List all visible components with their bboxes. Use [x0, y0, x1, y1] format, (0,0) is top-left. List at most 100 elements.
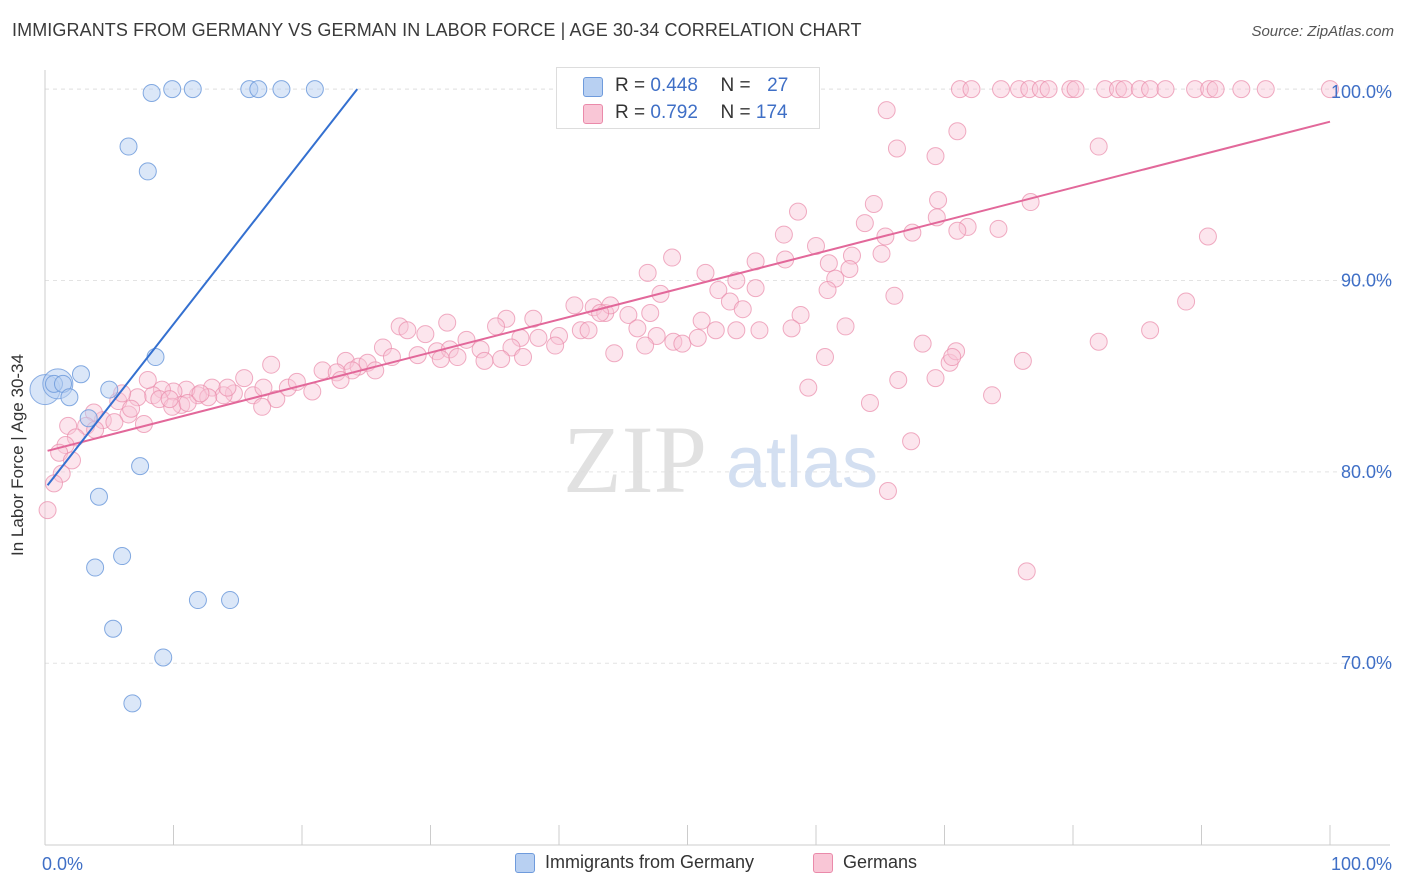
y-axis-label: In Labor Force | Age 30-34: [8, 354, 27, 556]
trend-line-immigrants: [46, 88, 359, 486]
data-point-germans: [62, 451, 81, 470]
data-point-germans: [492, 349, 511, 368]
data-point-germans: [471, 340, 490, 359]
r-label: R =: [615, 75, 646, 96]
stats-swatch-blue: [583, 77, 603, 97]
data-point-germans: [1096, 80, 1115, 99]
data-point-germans: [948, 122, 967, 141]
data-point-germans: [1115, 80, 1134, 99]
data-point-immigrants: [86, 558, 105, 577]
data-point-germans: [647, 326, 666, 345]
data-point-germans: [750, 321, 769, 340]
watermark-atlas: atlas: [726, 423, 878, 503]
data-point-germans: [105, 413, 124, 432]
data-point-germans: [1108, 80, 1127, 99]
data-point-germans: [733, 300, 752, 319]
data-point-germans: [546, 336, 565, 355]
data-point-germans: [864, 194, 883, 213]
data-point-germans: [497, 309, 516, 328]
data-point-germans: [628, 319, 647, 338]
r-value: 0.448: [650, 75, 698, 96]
data-point-germans: [663, 248, 682, 267]
stats-box: R = 0.448 N = 27 R = 0.792 N = 174: [556, 67, 820, 129]
data-point-germans: [962, 80, 981, 99]
data-point-germans: [1256, 80, 1275, 99]
data-point-germans: [1031, 80, 1050, 99]
data-point-germans: [818, 281, 837, 300]
legend-item-germans[interactable]: Germans: [813, 852, 917, 873]
data-point-germans: [799, 378, 818, 397]
data-point-germans: [929, 191, 948, 210]
data-point-germans: [791, 305, 810, 324]
data-point-germans: [475, 351, 494, 370]
data-point-immigrants: [131, 457, 150, 476]
data-point-germans: [619, 305, 638, 324]
data-point-germans: [860, 393, 879, 412]
data-point-immigrants: [113, 547, 132, 566]
data-point-germans: [1066, 80, 1085, 99]
data-point-germans: [502, 338, 521, 357]
data-point-germans: [56, 436, 75, 455]
data-point-germans: [550, 326, 568, 345]
data-point-germans: [878, 481, 897, 500]
data-point-germans: [178, 393, 197, 412]
data-point-germans: [692, 311, 711, 330]
data-point-germans: [262, 355, 281, 374]
data-point-germans: [235, 369, 254, 388]
data-point-immigrants: [183, 80, 202, 99]
trend-line-germans: [47, 120, 1331, 452]
n-value: 27: [767, 75, 789, 96]
data-point-germans: [1013, 351, 1032, 370]
data-point-germans: [836, 317, 855, 336]
n-value: 174: [755, 102, 788, 123]
data-point-germans: [1141, 80, 1160, 99]
data-point-germans: [1177, 292, 1196, 311]
data-point-germans: [889, 371, 908, 389]
data-point-germans: [1232, 80, 1251, 99]
legend-label: Germans: [843, 852, 918, 872]
data-point-germans: [774, 225, 793, 244]
data-point-germans: [138, 371, 157, 389]
data-point-germans: [782, 319, 801, 338]
data-point-germans: [789, 202, 808, 221]
data-point-germans: [989, 219, 1008, 238]
data-point-germans: [1010, 80, 1029, 99]
data-point-germans: [303, 382, 322, 401]
data-point-germans: [253, 397, 272, 416]
data-point-germans: [1089, 137, 1108, 156]
data-point-germans: [1156, 80, 1175, 99]
y-tick-label: 80.0%: [1341, 462, 1392, 482]
data-point-germans: [706, 321, 725, 340]
data-point-germans: [958, 217, 977, 236]
data-point-germans: [913, 334, 932, 353]
x-tick-label: 100.0%: [1331, 854, 1392, 874]
data-point-germans: [44, 474, 63, 493]
data-point-germans: [877, 101, 896, 120]
data-point-germans: [218, 378, 237, 397]
data-point-germans: [1141, 321, 1160, 340]
data-point-germans: [885, 286, 904, 305]
data-point-germans: [373, 338, 392, 357]
watermark-zip: ZIP: [563, 406, 707, 513]
data-point-immigrants: [249, 80, 268, 99]
data-point-germans: [524, 309, 543, 328]
data-point-germans: [1061, 80, 1080, 99]
data-point-immigrants: [71, 365, 90, 384]
data-point-germans: [529, 328, 548, 347]
data-point-germans: [688, 328, 707, 347]
data-point-germans: [926, 147, 945, 166]
data-point-germans: [1200, 80, 1219, 99]
data-point-germans: [52, 464, 71, 483]
series-immigrants-from-germany: [29, 80, 324, 713]
data-point-germans: [1198, 227, 1217, 246]
watermark: ZIP atlas: [563, 406, 878, 513]
source-label: Source: ZipAtlas.com: [1251, 23, 1394, 40]
data-point-immigrants: [163, 80, 182, 99]
legend-label: Immigrants from Germany: [545, 852, 755, 872]
data-point-germans: [902, 432, 921, 451]
legend-item-immigrants[interactable]: Immigrants from Germany: [515, 852, 754, 873]
data-point-germans: [1186, 80, 1205, 99]
data-point-germans: [636, 336, 655, 355]
data-point-germans: [438, 313, 457, 332]
data-point-immigrants: [60, 388, 79, 407]
